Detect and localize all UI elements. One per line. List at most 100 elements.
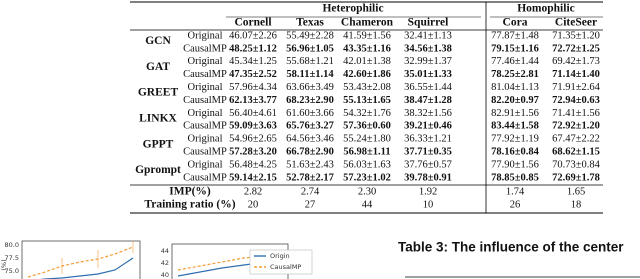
variant-name: Original <box>188 82 223 93</box>
cell: 55.24±1.80 <box>343 134 391 145</box>
cell: 56.40±4.61 <box>229 108 277 119</box>
legend-label: CausalMP <box>270 263 301 271</box>
cell: 39.78±0.91 <box>404 172 452 183</box>
cell: 78.16±0.84 <box>491 147 540 158</box>
cell: 59.09±3.63 <box>229 121 277 132</box>
cell: 82.20±0.97 <box>491 95 539 106</box>
cell: 45.34±1.25 <box>229 56 277 67</box>
cell: 1.92 <box>419 186 437 197</box>
cell: 71.91±2.64 <box>552 82 601 93</box>
variant-name: CausalMP <box>183 147 227 158</box>
cell: 2.30 <box>358 186 376 197</box>
cell: 68.23±2.90 <box>286 95 334 106</box>
cell: 65.76±3.27 <box>286 121 334 132</box>
cell: 83.44±1.58 <box>491 121 539 132</box>
column-header: Chameron <box>341 17 394 29</box>
cell: 38.32±1.56 <box>404 108 452 119</box>
y-tick-label: 40 <box>161 271 169 279</box>
variant-name: CausalMP <box>183 43 227 54</box>
cell: 36.55±1.44 <box>404 82 453 93</box>
cell: 62.13±3.77 <box>229 95 277 106</box>
cell: 72.92±1.20 <box>552 121 600 132</box>
cell: 71.41±1.56 <box>552 108 600 119</box>
cell: 66.78±2.90 <box>286 147 334 158</box>
cell: 42.01±1.38 <box>343 56 391 67</box>
cell: 53.43±2.08 <box>343 82 391 93</box>
cell: 48.25±1.12 <box>229 43 277 54</box>
cell: 79.15±1.16 <box>491 43 539 54</box>
cell: 72.94±0.63 <box>552 95 600 106</box>
cell: 35.01±1.33 <box>404 69 452 80</box>
cell: 10 <box>423 199 434 210</box>
cell: 54.32±1.76 <box>343 108 391 119</box>
cell: 51.63±2.43 <box>286 159 334 170</box>
method-name: GAT <box>146 61 170 73</box>
cell: 37.76±0.57 <box>404 159 452 170</box>
cell: 72.72±1.25 <box>552 43 600 54</box>
method-name: GREET <box>138 87 179 99</box>
cell: 78.25±2.81 <box>491 69 539 80</box>
variant-name: CausalMP <box>183 69 227 80</box>
cell: 57.23±1.02 <box>343 172 391 183</box>
cell: 59.14±2.15 <box>229 172 277 183</box>
column-header: Texas <box>296 17 324 29</box>
cell: 56.48±4.25 <box>229 159 277 170</box>
cell: 43.35±1.16 <box>343 43 391 54</box>
cell: 32.99±1.37 <box>404 56 452 67</box>
y-axis-label: (%) <box>0 259 8 270</box>
summary-label: Training ratio (%) <box>144 199 235 211</box>
cell: 1.65 <box>567 186 585 197</box>
method-name: GPPT <box>143 138 174 150</box>
cell: 20 <box>248 199 259 210</box>
column-header: CiteSeer <box>555 17 597 29</box>
variant-name: CausalMP <box>183 121 227 132</box>
cell: 39.21±0.46 <box>404 121 452 132</box>
cell: 2.74 <box>301 186 320 197</box>
cell: 36.33±1.21 <box>404 134 452 145</box>
cell: 52.78±2.17 <box>286 172 334 183</box>
cell: 77.90±1.56 <box>491 159 539 170</box>
cell: 77.87±1.48 <box>491 30 539 41</box>
method-name: Gprompt <box>135 164 181 176</box>
variant-name: Original <box>188 134 223 145</box>
cell: 71.14±1.40 <box>552 69 600 80</box>
cell: 27 <box>305 199 316 210</box>
cell: 56.03±1.63 <box>343 159 391 170</box>
cell: 81.04±1.13 <box>491 82 539 93</box>
y-tick-label: 80.0 <box>5 241 19 249</box>
cell: 57.28±3.20 <box>229 147 277 158</box>
cell: 34.56±1.38 <box>404 43 452 54</box>
cell: 61.60±3.66 <box>286 108 334 119</box>
method-name: GCN <box>145 35 171 47</box>
cell: 44 <box>362 199 373 210</box>
cell: 2.82 <box>244 186 262 197</box>
cell: 37.71±0.35 <box>404 147 452 158</box>
column-header: Cornell <box>234 17 271 29</box>
cell: 56.96±1.05 <box>286 43 334 54</box>
cell: 82.91±1.56 <box>491 108 539 119</box>
y-tick-label: 44 <box>161 247 169 255</box>
cell: 63.66±3.49 <box>286 82 334 93</box>
variant-name: CausalMP <box>183 95 227 106</box>
cell: 32.41±1.13 <box>404 30 452 41</box>
cell: 1.74 <box>506 186 525 197</box>
cell: 55.13±1.65 <box>343 95 391 106</box>
variant-name: Original <box>188 108 223 119</box>
group-header: Heterophilic <box>322 3 383 15</box>
cell: 26 <box>510 199 521 210</box>
cell: 56.98±1.11 <box>343 147 390 158</box>
cell: 69.42±1.73 <box>552 56 600 67</box>
cell: 55.49±2.28 <box>286 30 334 41</box>
variant-name: CausalMP <box>183 172 227 183</box>
cell: 71.35±1.20 <box>552 30 600 41</box>
cell: 77.46±1.44 <box>491 56 540 67</box>
cell: 41.59±1.56 <box>343 30 391 41</box>
variant-name: Original <box>188 56 223 67</box>
method-name: LINKX <box>139 112 177 124</box>
cell: 72.69±1.78 <box>552 172 600 183</box>
summary-label: IMP(%) <box>169 186 211 198</box>
column-header: Squirrel <box>408 17 449 29</box>
mid-figure <box>171 243 313 279</box>
left-figure <box>21 240 141 279</box>
